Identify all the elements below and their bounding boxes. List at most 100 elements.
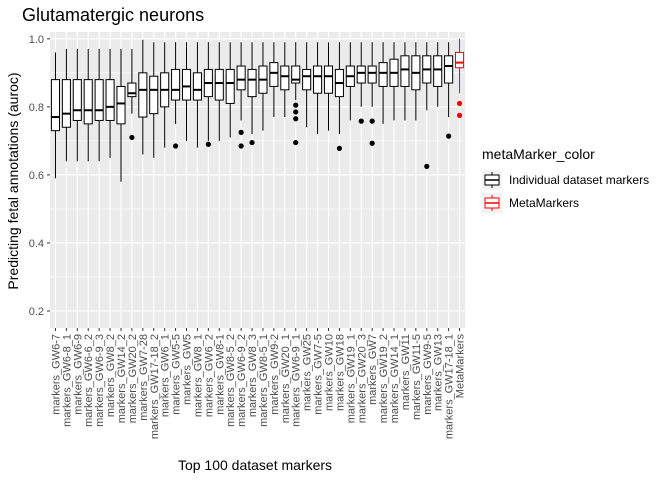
outlier-point [446, 133, 452, 139]
box-markers_GW10 [323, 42, 334, 131]
box-markers_GW14_1 [389, 42, 399, 121]
x-tick-label: markers_GW14_2 [116, 334, 128, 423]
outlier-point [336, 145, 343, 151]
box-body [61, 79, 71, 128]
box-body [105, 79, 115, 121]
outlier-point [293, 116, 299, 122]
outlier-point [238, 129, 244, 135]
box-markers_GW8_2 [105, 49, 115, 158]
y-tick-label: 0.6 [29, 170, 44, 182]
box-body [181, 68, 192, 101]
box-markers_GW8-5_1 [258, 42, 268, 131]
x-tick-label: markers_GW14_1 [389, 334, 401, 423]
x-tick-label: markers_GW6-9_3 [94, 334, 106, 427]
x-tick-label: markers_GW11 [400, 334, 412, 410]
chart-title: Glutamatergic neurons [22, 5, 204, 25]
x-tick-label: markers_GW20_3 [356, 334, 368, 423]
legend-label: MetaMarkers [509, 196, 579, 210]
outlier-point [369, 118, 375, 124]
y-axis: 0.2 0.4 0.6 0.8 1.0 [29, 34, 50, 318]
box-body [454, 51, 465, 69]
box-markers_GW11-5 [411, 42, 421, 121]
box-markers_GW8_1 [192, 42, 202, 148]
x-tick-label: markers_GW6-9_1 [291, 334, 303, 427]
box-body [433, 55, 443, 87]
x-tick-label: markers_GW8-5_1 [258, 334, 270, 427]
legend-label: Individual dataset markers [509, 173, 649, 187]
box-markers_GW17-18_1 [444, 42, 454, 139]
box-body [400, 55, 410, 87]
x-tick-label: markers_GW6_1 [160, 334, 172, 417]
box-markers_GW8_3 [247, 42, 257, 146]
box-MetaMarkers [454, 38, 465, 118]
box-markers_GW11 [400, 42, 410, 121]
x-tick-label: markers_GW7-28 [138, 334, 150, 421]
x-tick-label: markers_GW18 [334, 334, 346, 411]
box-markers_GW8-1 [214, 42, 224, 141]
legend-item: Individual dataset markers [482, 170, 649, 190]
x-tick-label: markers_GW20_2 [127, 334, 139, 423]
x-tick-label: MetaMarkers [455, 334, 467, 399]
boxplot-series [50, 38, 465, 182]
box-markers_GW20_3 [356, 42, 366, 124]
box-markers_GW20_1 [280, 42, 290, 118]
outlier-point [369, 140, 375, 146]
box-body [138, 72, 148, 118]
x-tick-label: markers_GW6-7 [50, 334, 62, 415]
outlier-point [205, 141, 211, 147]
x-tick-label: markers_GW19_2 [378, 334, 390, 423]
box-body [291, 65, 301, 84]
box-markers_GW6-8_1 [61, 49, 71, 162]
outlier-point [129, 134, 135, 141]
box-markers_GW6_2 [203, 42, 213, 147]
x-tick-label: markers_GW8-1 [214, 334, 226, 415]
box-body [269, 62, 279, 87]
x-tick-label: markers_GW19_1 [345, 334, 357, 423]
box-body [444, 55, 454, 84]
box-markers_GW6-7 [50, 52, 61, 179]
x-tick-label: markers_GW17-18_1 [444, 334, 456, 439]
y-tick-label: 0.8 [29, 102, 44, 114]
outlier-point [456, 112, 463, 118]
x-tick-label: markers_GW8_3 [247, 334, 259, 417]
box-body [356, 65, 366, 84]
box-markers_GW6-9_1 [291, 42, 301, 146]
box-body [323, 65, 334, 94]
box-body [247, 68, 257, 98]
box-body [280, 65, 290, 91]
y-tick-label: 1.0 [29, 34, 44, 46]
outlier-point [249, 139, 255, 146]
x-tick-label: markers_GW5-5 [171, 334, 183, 415]
box-markers_GW18 [334, 42, 344, 151]
box-markers_GW6-9 [72, 49, 82, 162]
y-tick-label: 0.4 [29, 238, 44, 250]
box-body [171, 68, 181, 101]
x-tick-label: markers_GW17-18_2 [149, 334, 161, 439]
x-tick-label: markers_GW6-8_1 [61, 334, 73, 427]
box-body [313, 65, 323, 94]
legend-item: MetaMarkers [482, 193, 579, 213]
y-axis-title: Predicting fetal annotations (auroc) [5, 72, 21, 289]
box-body [116, 85, 126, 125]
outlier-point [424, 163, 430, 169]
x-tick-label: markers_GW5 [182, 334, 194, 405]
grid-lines [50, 32, 465, 328]
outlier-point [293, 139, 299, 146]
box-markers_GW7 [367, 42, 377, 146]
box-body [236, 65, 246, 91]
box-body [149, 75, 159, 115]
x-tick-label: markers_GW10 [323, 334, 335, 411]
box-markers_GW20_2 [127, 49, 137, 141]
legend-title: metaMarker_color [482, 146, 595, 162]
box-markers_GW6-6_2 [83, 49, 93, 162]
x-axis-title: Top 100 dataset markers [178, 457, 332, 473]
x-tick-label: markers_GW6_2 [203, 334, 215, 417]
x-tick-label: markers_GW8_1 [192, 334, 204, 417]
box-markers_GW19_2 [378, 42, 388, 124]
y-tick-label: 0.2 [29, 306, 44, 318]
x-tick-label: markers_GW25 [302, 334, 314, 411]
x-tick-label: markers_GW11-5 [411, 334, 423, 420]
box-markers_GW6_1 [160, 42, 170, 148]
